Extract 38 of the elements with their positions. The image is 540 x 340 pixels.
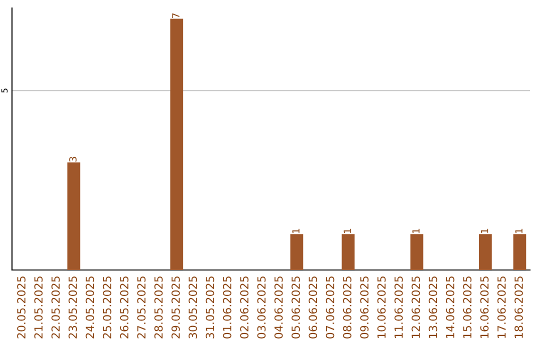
x-tick-label: 01.06.2025 xyxy=(222,276,232,338)
x-tick-label: 24.05.2025 xyxy=(86,276,94,338)
x-tick-label: 27.05.2025 xyxy=(137,276,146,338)
data-label: 1 xyxy=(344,228,351,234)
x-tick-label: 18.06.2025 xyxy=(514,276,523,338)
data-label: 7 xyxy=(172,13,180,18)
y-tick-label: 5 xyxy=(1,88,8,93)
x-tick-label: 16.06.2025 xyxy=(480,276,489,338)
x-tick-label: 25.05.2025 xyxy=(102,276,112,338)
x-tick-label: 17.06.2025 xyxy=(497,276,506,338)
x-tick-label: 08.06.2025 xyxy=(343,276,352,338)
data-label: 1 xyxy=(515,228,522,234)
x-tick-label: 22.05.2025 xyxy=(51,276,60,338)
data-label: 3 xyxy=(69,156,77,162)
x-tick-label: 28.05.2025 xyxy=(154,276,163,338)
x-tick-label: 30.05.2025 xyxy=(188,276,198,338)
x-tick-label: 03.06.2025 xyxy=(257,276,266,338)
x-tick-label: 04.06.2025 xyxy=(274,276,283,338)
data-label: 1 xyxy=(412,228,420,234)
x-tick-label: 06.06.2025 xyxy=(308,276,318,338)
x-tick-label: 26.05.2025 xyxy=(120,276,128,338)
x-tick-label: 05.06.2025 xyxy=(292,276,300,338)
x-tick-label: 11.06.2025 xyxy=(394,276,403,338)
x-tick-label: 31.05.2025 xyxy=(206,276,214,338)
x-tick-label: 10.06.2025 xyxy=(377,276,386,338)
x-tick-label: 15.06.2025 xyxy=(463,276,472,338)
x-tick-label: 20.05.2025 xyxy=(17,276,26,338)
data-label: 1 xyxy=(481,228,488,234)
x-tick-label: 23.05.2025 xyxy=(68,276,77,338)
x-tick-label: 02.06.2025 xyxy=(240,276,248,338)
data-label: 1 xyxy=(292,228,300,234)
x-tick-label: 21.05.2025 xyxy=(34,276,43,338)
x-tick-label: 14.06.2025 xyxy=(446,276,454,338)
x-tick-label: 07.06.2025 xyxy=(326,276,334,338)
x-tick-label: 13.06.2025 xyxy=(428,276,438,338)
x-tick-label: 29.05.2025 xyxy=(171,276,180,338)
x-tick-label: 12.06.2025 xyxy=(412,276,420,338)
x-tick-label: 09.06.2025 xyxy=(360,276,369,338)
